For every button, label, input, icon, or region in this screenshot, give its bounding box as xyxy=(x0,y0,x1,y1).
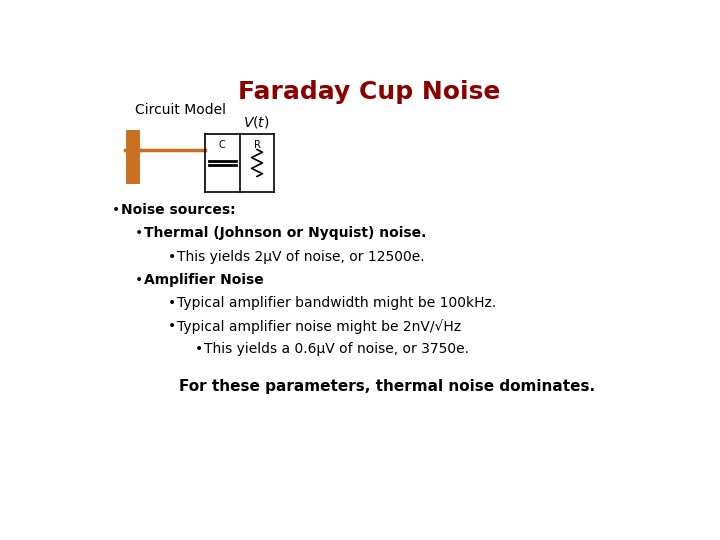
Text: Thermal (Johnson or Nyquist) noise.: Thermal (Johnson or Nyquist) noise. xyxy=(144,226,427,240)
Text: C: C xyxy=(219,140,225,150)
Text: •: • xyxy=(112,204,120,218)
Text: This yields a 0.6μV of noise, or 3750e.: This yields a 0.6μV of noise, or 3750e. xyxy=(204,342,469,356)
Text: •: • xyxy=(168,319,176,333)
Text: •: • xyxy=(168,296,176,310)
Text: R: R xyxy=(253,140,261,150)
Text: Noise sources:: Noise sources: xyxy=(121,204,235,218)
Text: •: • xyxy=(168,249,176,264)
Text: •: • xyxy=(135,226,143,240)
Text: Faraday Cup Noise: Faraday Cup Noise xyxy=(238,80,500,104)
Text: $V(t)$: $V(t)$ xyxy=(243,114,270,130)
Text: Amplifier Noise: Amplifier Noise xyxy=(144,273,264,287)
Text: •: • xyxy=(194,342,203,356)
Text: Typical amplifier bandwidth might be 100kHz.: Typical amplifier bandwidth might be 100… xyxy=(177,296,496,310)
Text: •: • xyxy=(135,273,143,287)
Text: Circuit Model: Circuit Model xyxy=(135,103,226,117)
Text: Typical amplifier noise might be 2nV/√Hz: Typical amplifier noise might be 2nV/√Hz xyxy=(177,319,461,334)
Text: This yields 2μV of noise, or 12500e.: This yields 2μV of noise, or 12500e. xyxy=(177,249,424,264)
Text: For these parameters, thermal noise dominates.: For these parameters, thermal noise domi… xyxy=(179,379,595,394)
